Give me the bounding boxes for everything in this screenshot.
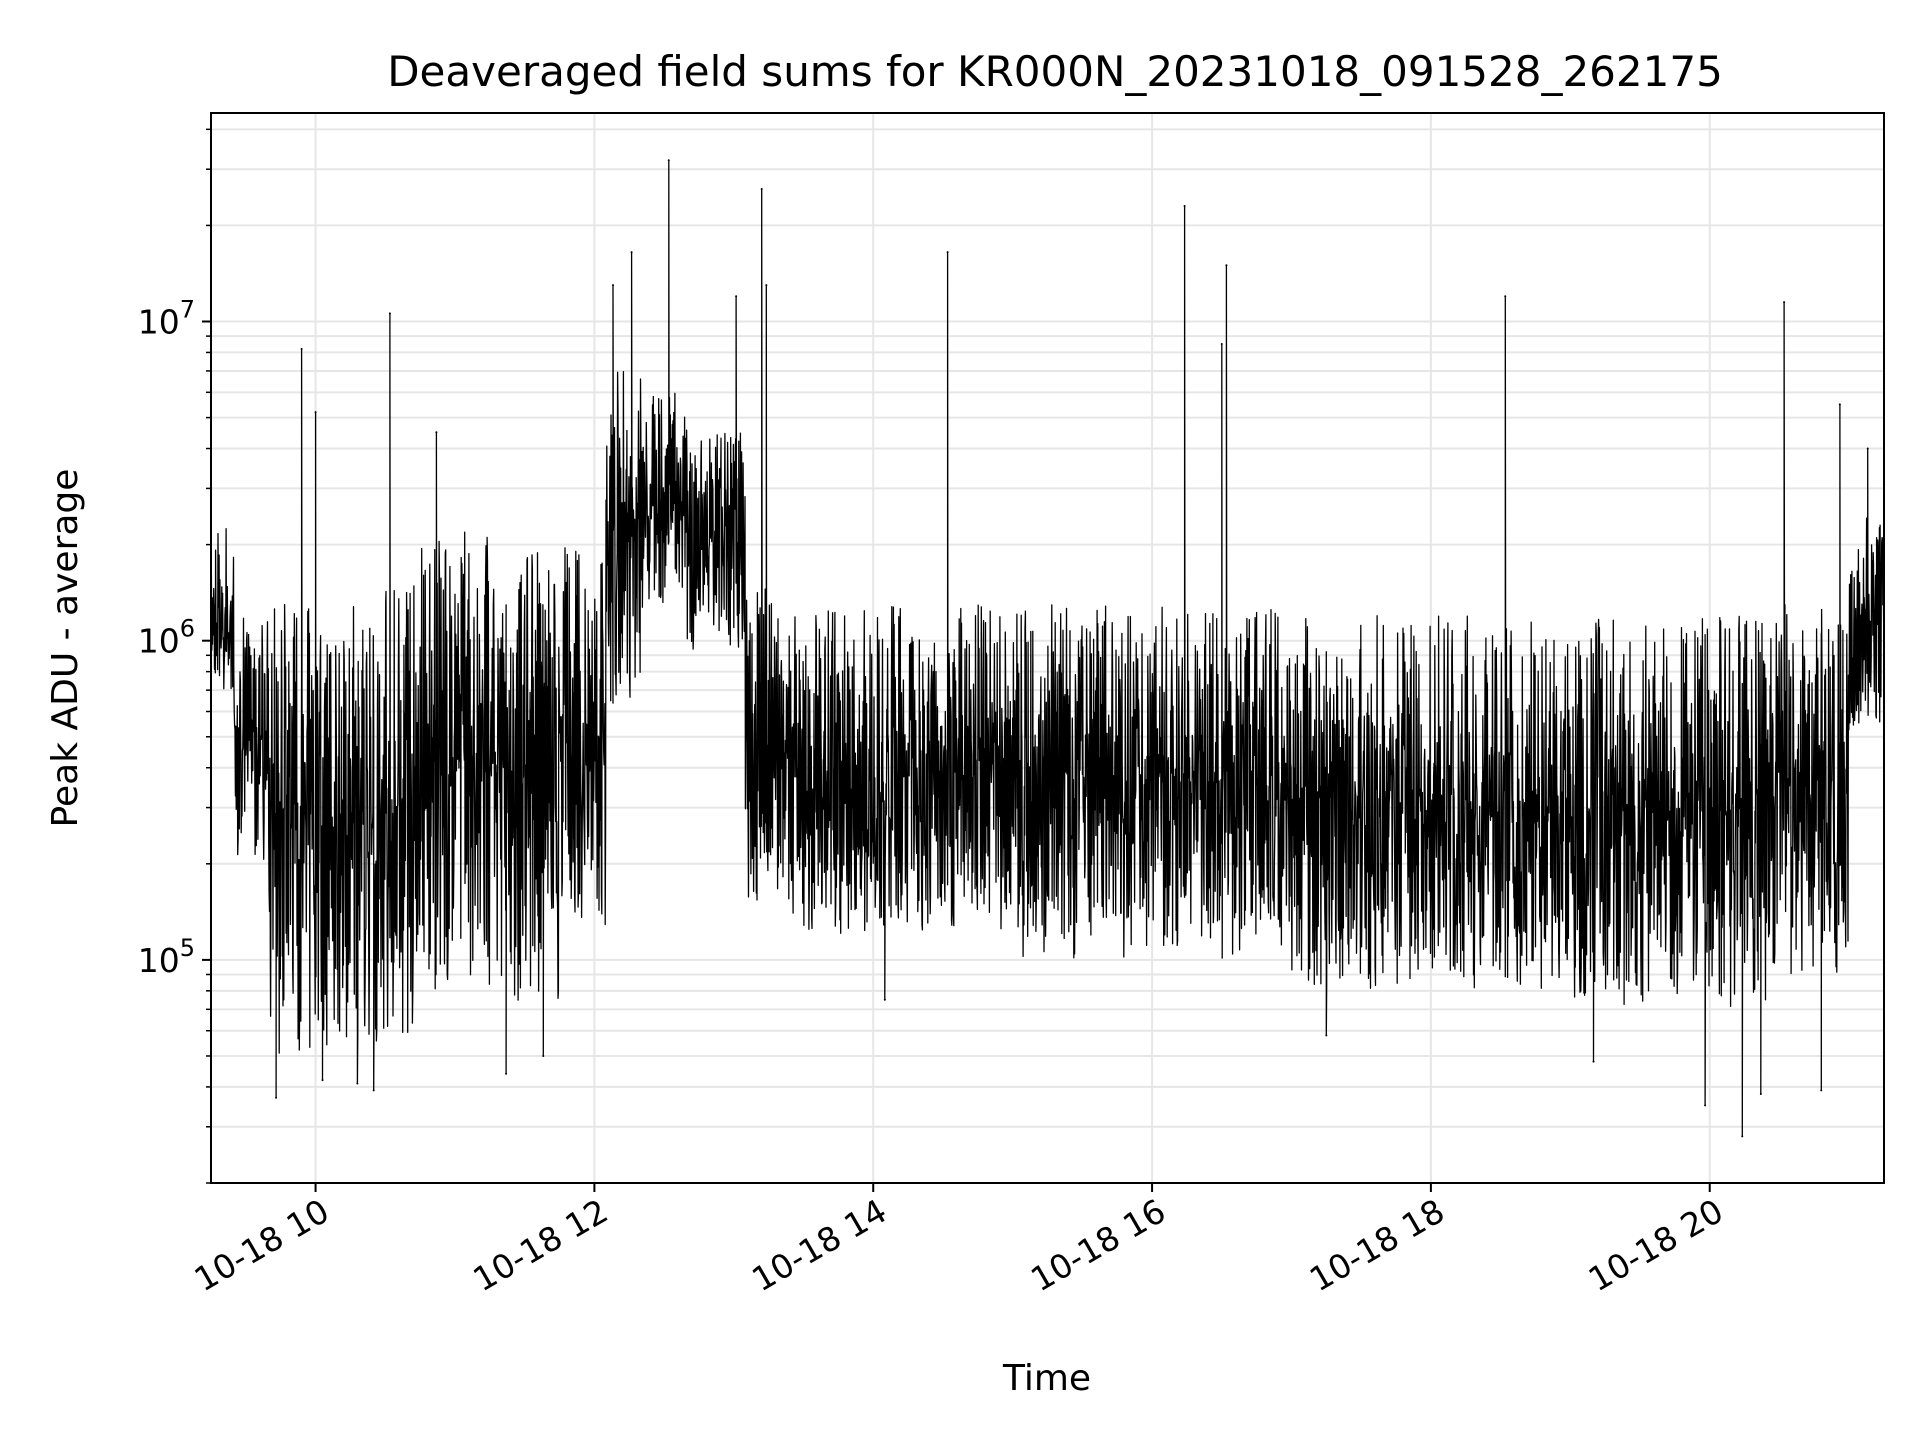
- spike-point: [388, 312, 391, 315]
- spike-point: [946, 251, 949, 254]
- spike-point: [611, 284, 614, 287]
- dip-point: [372, 1089, 375, 1092]
- spike-point: [760, 188, 763, 191]
- x-tick-label: 10-18 16: [1024, 1191, 1172, 1299]
- spike-point: [314, 411, 317, 414]
- series-line: [210, 159, 1885, 1138]
- y-axis-label: Peak ADU - average: [45, 469, 86, 828]
- series-path: [210, 159, 1885, 1138]
- dip-point: [1704, 1104, 1707, 1107]
- dip-point: [505, 1072, 508, 1075]
- x-tick-label: 10-18 12: [466, 1191, 614, 1299]
- spike-point: [735, 295, 738, 298]
- spike-point: [1225, 264, 1228, 267]
- x-tick-label: 10-18 20: [1582, 1191, 1730, 1299]
- spike-point: [435, 431, 438, 434]
- chart-title: Deaveraged field sums for KR000N_2023101…: [387, 47, 1723, 96]
- dip-point: [883, 998, 886, 1001]
- dip-point: [1741, 1135, 1744, 1138]
- spike-point: [1783, 301, 1786, 304]
- dip-point: [321, 1079, 324, 1082]
- dip-point: [1820, 1089, 1823, 1092]
- x-tick-label: 10-18 10: [188, 1191, 336, 1299]
- dip-point: [1325, 1034, 1328, 1037]
- spike-point: [1838, 403, 1841, 406]
- spike-point: [630, 251, 633, 254]
- y-tick-label: 105: [138, 934, 195, 980]
- x-tick-label: 10-18 14: [745, 1191, 893, 1299]
- y-tick-label: 107: [138, 296, 195, 342]
- dip-point: [1592, 1060, 1595, 1063]
- x-tick-label: 10-18 18: [1303, 1191, 1451, 1299]
- y-tick-label: 106: [138, 615, 195, 661]
- spike-point: [667, 159, 670, 162]
- dip-point: [356, 1082, 359, 1085]
- dip-point: [1759, 1093, 1762, 1096]
- spike-point: [1220, 343, 1223, 346]
- spike-point: [1183, 205, 1186, 208]
- x-axis-label: Time: [1002, 1358, 1091, 1399]
- dip-point: [275, 1096, 278, 1099]
- spike-point: [300, 348, 303, 351]
- spike-point: [765, 284, 768, 287]
- dip-point: [542, 1054, 545, 1057]
- spike-point: [1866, 447, 1869, 450]
- plot-frame: [210, 112, 1885, 1184]
- spike-point: [1504, 295, 1507, 298]
